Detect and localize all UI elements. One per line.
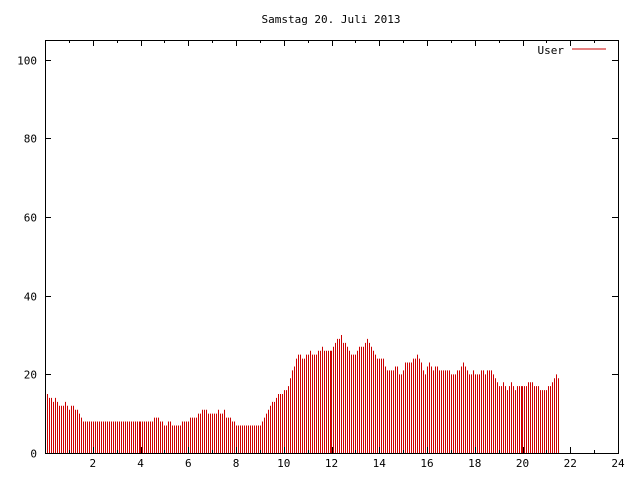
x-tick-label: 22 [564,457,577,470]
y-tick-label: 60 [24,212,37,225]
x-tick-label: 14 [373,457,387,470]
y-axis: 0 20 40 60 80 100 [17,55,618,461]
x-tick-label: 24 [611,457,625,470]
y-tick-label: 20 [24,369,37,382]
legend: User [538,44,606,57]
chart-title: Samstag 20. Juli 2013 [261,13,400,26]
legend-label-user: User [538,44,565,57]
y-tick-label: 0 [30,448,37,461]
y-tick-label: 80 [24,133,37,146]
x-tick-label: 10 [277,457,290,470]
x-tick-label: 12 [325,457,338,470]
y-tick-label: 100 [17,55,37,68]
x-tick-label: 8 [233,457,240,470]
x-tick-label: 4 [137,457,144,470]
bars-layer [45,335,559,453]
x-tick-label: 16 [420,457,433,470]
x-tick-label: 20 [516,457,529,470]
x-axis: 2 4 6 8 10 12 14 16 18 20 22 24 [45,40,625,470]
x-tick-label: 6 [185,457,192,470]
y-tick-label: 40 [24,291,37,304]
x-tick-label: 2 [89,457,96,470]
x-tick-label: 18 [468,457,481,470]
